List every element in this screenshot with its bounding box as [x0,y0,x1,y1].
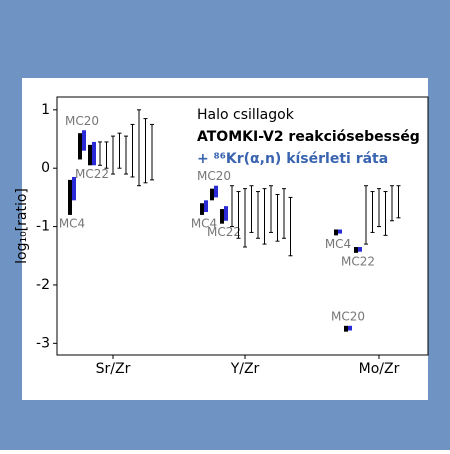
observation [104,141,109,169]
y-tick-label: 0 [41,160,50,176]
x-tick-label: Y/Zr [230,361,260,377]
variant-range [82,130,86,151]
observation [243,188,247,248]
model-label: MC22 [341,254,375,268]
observation [256,191,260,239]
model-label: MC4 [191,216,217,230]
observation [269,185,273,233]
observation [383,191,388,236]
variant-range [92,141,96,166]
variant-range [224,206,228,221]
annotation: Halo csillagok [197,107,295,123]
observation [282,188,286,239]
observation [124,135,128,175]
variant-range [348,325,352,331]
model-range [220,209,224,224]
model-label: MC20 [197,169,231,183]
observation [288,196,293,257]
variant-range [72,176,76,201]
model-label: MC4 [325,237,351,251]
model-label: MC4 [59,216,85,230]
observation [236,191,241,239]
observation [390,185,394,222]
observation [396,185,401,219]
plot-box [56,96,429,356]
y-tick-label: -2 [36,277,50,293]
model-label: MC20 [331,309,365,323]
x-tick-label: Mo/Zr [359,361,400,377]
model-range [344,325,348,332]
observation [130,123,135,178]
model-range [210,188,214,201]
observation [117,132,122,169]
x-tick-label: Sr/Zr [96,361,131,377]
observation [111,135,115,175]
variant-range [338,229,342,234]
model-label: MC20 [65,114,99,128]
model-label: MC22 [75,167,109,181]
observation [230,185,234,228]
model-range [78,133,82,160]
observation [150,123,154,181]
variant-range [214,185,218,198]
model-range [68,179,72,215]
model-range [354,247,358,253]
observation [370,191,375,233]
model-label: MC22 [207,225,241,239]
annotation: + ⁸⁶Kr(α,n) kísérleti ráta [197,151,388,167]
variant-range [358,247,362,252]
observation [364,185,368,245]
y-tick-label: 1 [41,102,50,118]
model-range [88,144,92,166]
observation [249,185,254,233]
y-tick-label: -3 [36,335,50,351]
annotation: ATOMKI-V2 reakciósebesség [197,129,420,145]
y-axis-label: log₁₀[ratio] [14,188,30,264]
model-range [200,203,204,215]
observation [98,141,102,166]
observation [143,118,148,184]
observation [275,193,280,242]
variant-range [204,200,208,212]
observation [137,109,141,187]
y-tick-label: -1 [36,219,50,235]
model-range [334,229,338,236]
panel [22,78,428,400]
observation [262,188,267,245]
observation [377,188,381,228]
